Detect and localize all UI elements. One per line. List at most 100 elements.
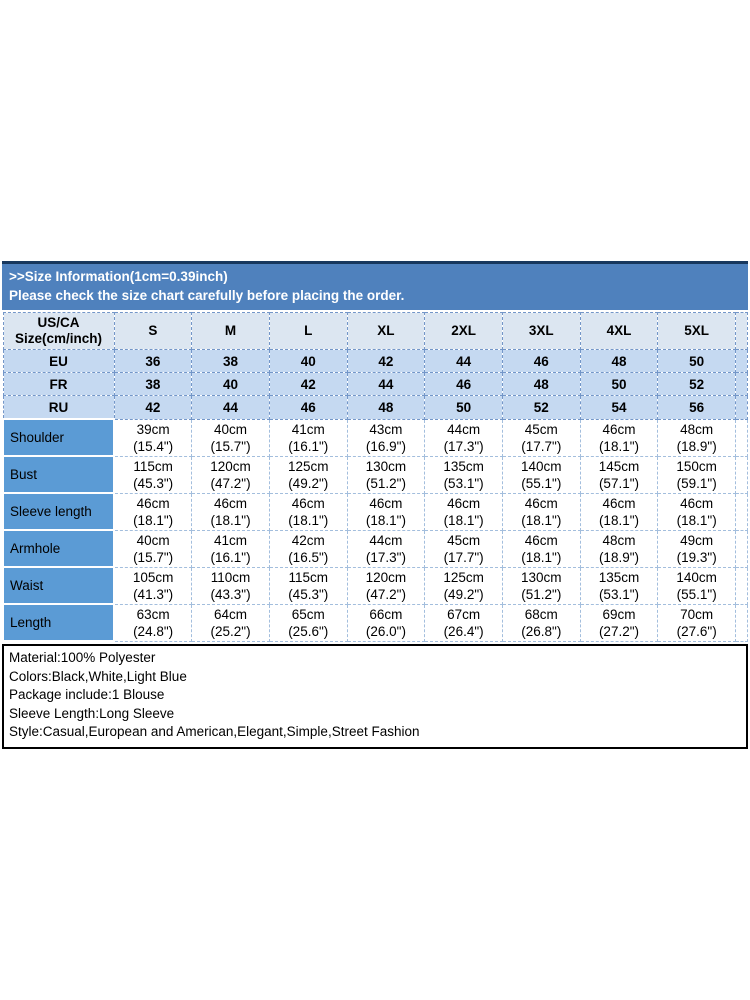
measurement-cm: 41cm — [214, 532, 248, 548]
measurement-inch: (18.1") — [521, 512, 562, 528]
measurement-inch: (27.6") — [676, 623, 717, 639]
measurement-value: 41cm (16.1") — [191, 529, 270, 568]
measurement-inch: (55.1") — [676, 586, 717, 602]
details-line: Material:100% Polyester — [9, 650, 156, 665]
measurement-cm: 125cm — [287, 458, 329, 474]
measurement-value: 70cm (27.6") — [657, 603, 736, 642]
edge-sliver-cell — [735, 529, 748, 568]
measurement-inch: (16.1") — [288, 438, 329, 454]
measurement-cm: 41cm — [291, 421, 325, 437]
measurement-cm: 130cm — [521, 569, 562, 585]
measurement-inch: (47.2") — [210, 475, 251, 491]
measurement-inch: (59.1") — [676, 475, 717, 491]
measurement-label: Waist — [2, 566, 115, 605]
measurement-value: 46cm (18.1") — [579, 492, 659, 531]
measurement-value: 68cm (26.8") — [501, 603, 581, 642]
measurement-label: Sleeve length — [2, 492, 115, 531]
measurement-inch: (16.1") — [210, 549, 251, 565]
edge-sliver-cell — [735, 566, 748, 605]
measurement-value: 46cm (18.1") — [501, 529, 581, 568]
measurement-inch: (25.2") — [210, 623, 251, 639]
measurement-value: 45cm (17.7") — [424, 529, 503, 568]
measurement-cm: 46cm — [602, 421, 636, 437]
measurement-cm: 135cm — [443, 458, 484, 474]
measurement-inch: (18.1") — [210, 512, 251, 528]
measurement-inch: (18.1") — [598, 512, 639, 528]
measurement-cm: 135cm — [598, 569, 640, 585]
measurement-inch: (26.8") — [521, 623, 562, 639]
measurement-cm: 40cm — [136, 532, 170, 548]
region-size-value: 38 — [113, 372, 193, 396]
measurement-value: 46cm (18.1") — [424, 492, 503, 531]
measurement-cm: 110cm — [210, 569, 251, 585]
measurement-value: 63cm (24.8") — [113, 603, 193, 642]
measurement-inch: (19.3") — [676, 549, 717, 565]
region-size-value: 40 — [268, 349, 348, 373]
measurement-cm: 43cm — [369, 421, 403, 437]
measurement-cm: 120cm — [365, 569, 407, 585]
region-size-value: 54 — [579, 395, 659, 420]
measurement-label: Length — [2, 603, 115, 642]
measurement-inch: (26.0") — [365, 623, 406, 639]
measurement-inch: (18.1") — [676, 512, 717, 528]
measurement-cm: 40cm — [214, 421, 248, 437]
measurement-cm: 46cm — [524, 532, 558, 548]
measurement-label: Shoulder — [2, 418, 115, 457]
measurement-value: 46cm (18.1") — [346, 492, 426, 531]
measurement-cm: 105cm — [132, 569, 174, 585]
measurement-label: Bust — [2, 455, 115, 494]
measurement-cm: 68cm — [524, 606, 558, 622]
region-size-value: 46 — [424, 372, 503, 396]
measurement-value: 120cm (47.2") — [191, 455, 270, 494]
size-header-row: US/CA Size(cm/inch) S M L XL 2XL 3XL 4XL… — [2, 312, 748, 350]
measurement-inch: (45.3") — [288, 586, 329, 602]
measurement-value: 40cm (15.7") — [113, 529, 193, 568]
details-line: Sleeve Length:Long Sleeve — [9, 705, 175, 721]
measurement-cm: 65cm — [291, 606, 325, 622]
measurement-cm: 70cm — [680, 606, 714, 622]
measurement-value: 48cm (18.9") — [657, 418, 736, 457]
measurement-value: 46cm (18.1") — [191, 492, 270, 531]
region-size-value: 38 — [191, 349, 270, 373]
measurement-inch: (53.1") — [443, 475, 484, 491]
measurement-label: Armhole — [2, 529, 115, 568]
measurement-value: 69cm (27.2") — [579, 603, 659, 642]
measurement-inch: (41.3") — [133, 586, 174, 602]
measurement-row: Length 63cm (24.8") 64cm (25.2") 65cm (25.6") 6… — [2, 603, 748, 642]
measurement-cm: 46cm — [214, 495, 248, 511]
region-size-value: 52 — [501, 395, 581, 420]
measurement-inch: (18.1") — [443, 512, 484, 528]
measurement-cm: 64cm — [214, 606, 248, 622]
measurement-inch: (53.1") — [598, 586, 639, 602]
measurement-cm: 115cm — [288, 569, 328, 585]
measurement-cm: 66cm — [369, 606, 403, 622]
measurement-value: 44cm (17.3") — [346, 529, 426, 568]
measurement-value: 40cm (15.7") — [191, 418, 270, 457]
measurement-cm: 48cm — [680, 421, 714, 437]
details-line: Package include:1 Blouse — [9, 687, 165, 702]
measurement-value: 140cm (55.1") — [657, 566, 736, 605]
measurement-inch: (16.9") — [365, 438, 406, 454]
measurement-value: 120cm (47.2") — [346, 566, 426, 605]
size-column-header: 4XL — [579, 312, 659, 350]
measurement-cm: 49cm — [680, 532, 714, 548]
measurement-value: 48cm (18.9") — [579, 529, 659, 568]
measurement-value: 140cm (55.1") — [501, 455, 581, 494]
measurement-cm: 150cm — [676, 458, 717, 474]
measurement-row: Armhole 40cm (15.7") 41cm (16.1") 42cm (16.5")… — [2, 529, 748, 568]
region-size-value: 48 — [579, 349, 659, 373]
corner-line-2: Size(cm/inch) — [14, 331, 103, 346]
region-row: EU 36 38 40 42 44 46 48 50 — [2, 349, 748, 373]
measurement-value: 39cm (15.4") — [113, 418, 193, 457]
region-size-value: 46 — [501, 349, 581, 373]
measurement-inch: (17.3") — [443, 438, 484, 454]
region-row: FR 38 40 42 44 46 48 50 52 — [2, 372, 748, 396]
measurement-inch: (51.2") — [365, 475, 406, 491]
measurement-inch: (47.2") — [365, 586, 406, 602]
size-column-header: L — [268, 312, 348, 350]
measurement-value: 65cm (25.6") — [268, 603, 348, 642]
region-size-value: 48 — [501, 372, 581, 396]
measurement-cm: 48cm — [602, 532, 636, 548]
measurement-value: 145cm (57.1") — [579, 455, 659, 494]
measurement-cm: 45cm — [524, 421, 558, 437]
